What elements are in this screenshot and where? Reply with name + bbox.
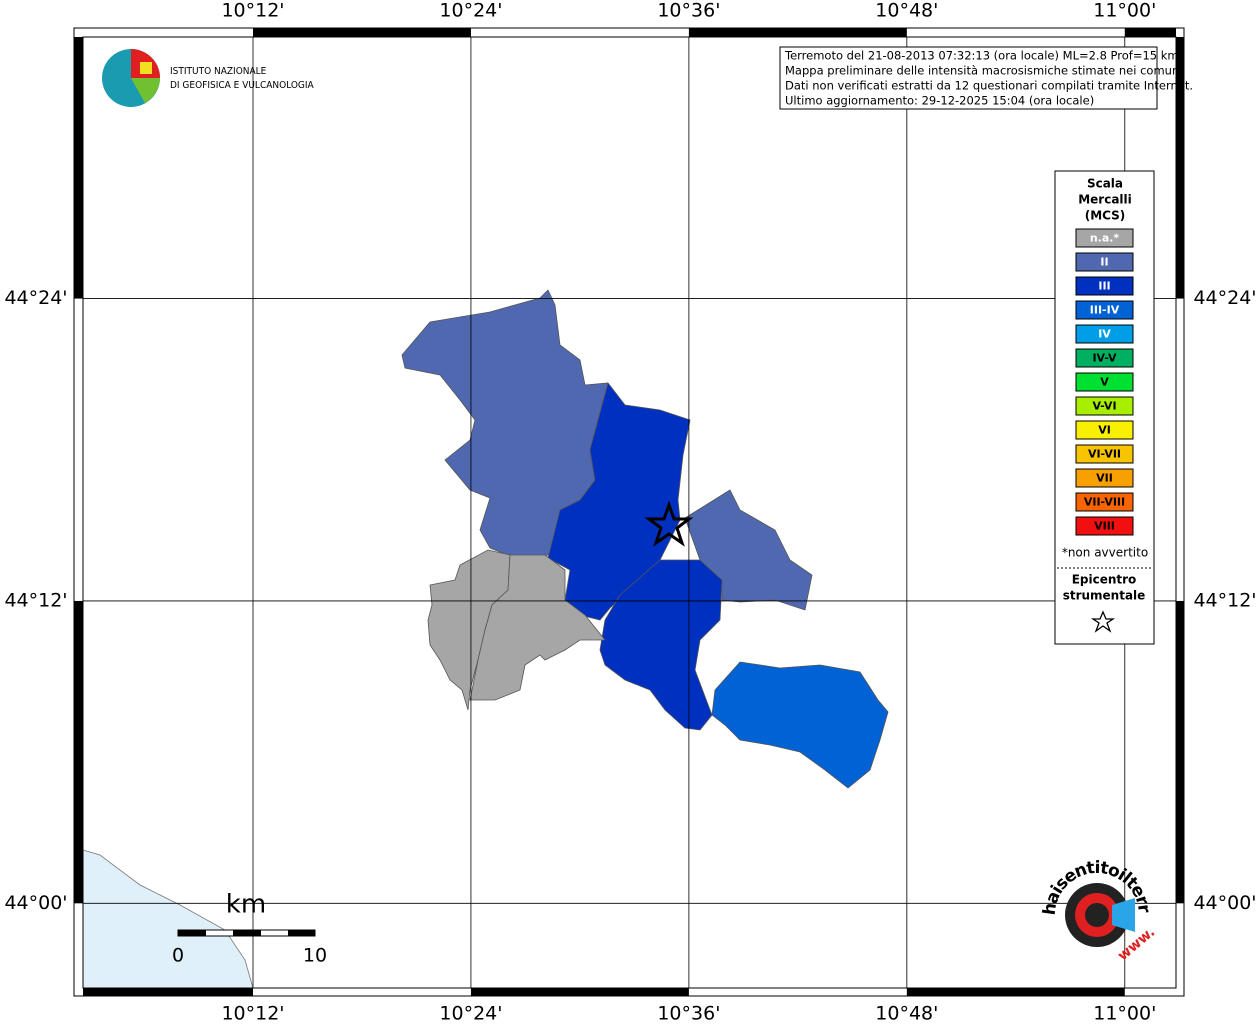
legend-swatch xyxy=(1075,252,1134,272)
legend-swatch xyxy=(1075,300,1134,320)
legend-swatch xyxy=(1075,444,1134,464)
legend-note: *non avvertito xyxy=(1062,546,1148,560)
lon-tick-label: 10°48' xyxy=(875,0,938,22)
frame-bar xyxy=(470,988,689,996)
lat-tick-label: 44°12' xyxy=(4,589,67,611)
lon-tick-label: 11°00' xyxy=(1093,1003,1156,1024)
lat-tick-label: 44°24' xyxy=(1193,287,1256,309)
legend-title: Scala xyxy=(1087,177,1123,191)
frame-bar xyxy=(906,988,1125,996)
lon-tick-label: 10°12' xyxy=(221,1003,284,1024)
region-na-1 xyxy=(427,549,511,711)
scale-segment xyxy=(178,930,206,936)
frame-bar xyxy=(1176,600,1184,904)
legend-swatch xyxy=(1075,468,1134,488)
lat-tick-label: 44°00' xyxy=(1193,892,1256,914)
logo-segment xyxy=(140,62,152,74)
legend-label: V xyxy=(1100,376,1109,389)
legend-label: VIII xyxy=(1094,520,1115,533)
badge-horn xyxy=(1112,898,1135,932)
scale-unit: km xyxy=(226,890,266,920)
legend-label: IV xyxy=(1098,328,1111,341)
legend-label: III-IV xyxy=(1090,304,1120,317)
legend-label: V-VI xyxy=(1092,400,1116,413)
legend: Scala Mercalli (MCS) *non avvertito Epic… xyxy=(1057,177,1152,633)
graticule xyxy=(83,37,1176,988)
legend-swatch xyxy=(1075,420,1134,440)
lon-tick-label: 11°00' xyxy=(1093,0,1156,22)
frame-bar xyxy=(252,28,471,37)
legend-epicenter: strumentale xyxy=(1063,589,1146,603)
legend-swatch xyxy=(1075,372,1134,392)
logo-text: ISTITUTO NAZIONALE xyxy=(170,66,267,77)
scale-bar: km 0 10 xyxy=(172,890,327,967)
region-ii-east xyxy=(684,489,813,611)
legend-swatch xyxy=(1075,396,1134,416)
badge-ring xyxy=(1085,903,1109,927)
lat-tick-label: 44°24' xyxy=(4,287,67,309)
frame-bar xyxy=(74,37,83,299)
scale-segment xyxy=(233,930,261,936)
scale-segment xyxy=(288,930,315,936)
legend-label: VII xyxy=(1096,472,1113,485)
frame xyxy=(73,27,1185,997)
region-iii-central xyxy=(547,382,691,621)
legend-label: II xyxy=(1100,256,1108,269)
legend-label: III xyxy=(1098,280,1110,293)
scale-label: 0 xyxy=(172,945,184,967)
legend-swatch xyxy=(1075,276,1134,296)
lon-tick-label: 10°24' xyxy=(439,0,502,22)
legend-label: VI xyxy=(1098,424,1111,437)
logo-segment xyxy=(131,78,160,103)
legend-swatch xyxy=(1075,516,1134,536)
ingv-logo: ISTITUTO NAZIONALE DI GEOFISICA E VULCAN… xyxy=(102,49,315,107)
frame-bar xyxy=(688,28,907,37)
legend-label: IV-V xyxy=(1092,352,1117,365)
legend-title: (MCS) xyxy=(1085,209,1126,223)
region-na-2 xyxy=(469,554,606,701)
legend-swatch xyxy=(1075,228,1134,248)
epicenter-star xyxy=(644,500,694,547)
frame-bar xyxy=(83,988,253,996)
legend-swatch xyxy=(1075,492,1134,512)
lat-tick-label: 44°00' xyxy=(4,892,67,914)
info-line: Ultimo aggiornamento: 29-12-2025 15:04 (… xyxy=(785,94,1094,108)
lon-tick-label: 10°24' xyxy=(439,1003,502,1024)
legend-label: n.a.* xyxy=(1090,232,1120,245)
lon-tick-label: 10°48' xyxy=(875,1003,938,1024)
legend-epicenter: Epicentro xyxy=(1072,573,1137,587)
info-line: Terremoto del 21-08-2013 07:32:13 (ora l… xyxy=(784,49,1179,63)
scale-label: 10 xyxy=(303,945,327,967)
frame-bar xyxy=(1124,28,1176,37)
legend-label: VI-VII xyxy=(1088,448,1121,461)
lon-tick-label: 10°36' xyxy=(657,0,720,22)
info-box xyxy=(779,46,1158,110)
frame-bar xyxy=(74,600,83,904)
region-iii-iv xyxy=(711,661,889,789)
info-line: Mappa preliminare delle intensità macros… xyxy=(785,64,1182,78)
frame-bar xyxy=(1176,37,1184,299)
lat-tick-label: 44°12' xyxy=(1193,589,1256,611)
legend-star xyxy=(1090,610,1116,633)
lon-tick-label: 10°12' xyxy=(221,0,284,22)
lon-tick-label: 10°36' xyxy=(657,1003,720,1024)
info-line: Dati non verificati estratti da 12 quest… xyxy=(785,79,1193,93)
regions xyxy=(401,289,889,789)
logo-text: DI GEOFISICA E VULCANOLOGIA xyxy=(170,80,315,91)
legend-title: Mercalli xyxy=(1078,193,1132,207)
legend-label: VII-VIII xyxy=(1084,496,1125,509)
legend-swatch xyxy=(1075,348,1134,368)
legend-swatch xyxy=(1075,324,1134,344)
